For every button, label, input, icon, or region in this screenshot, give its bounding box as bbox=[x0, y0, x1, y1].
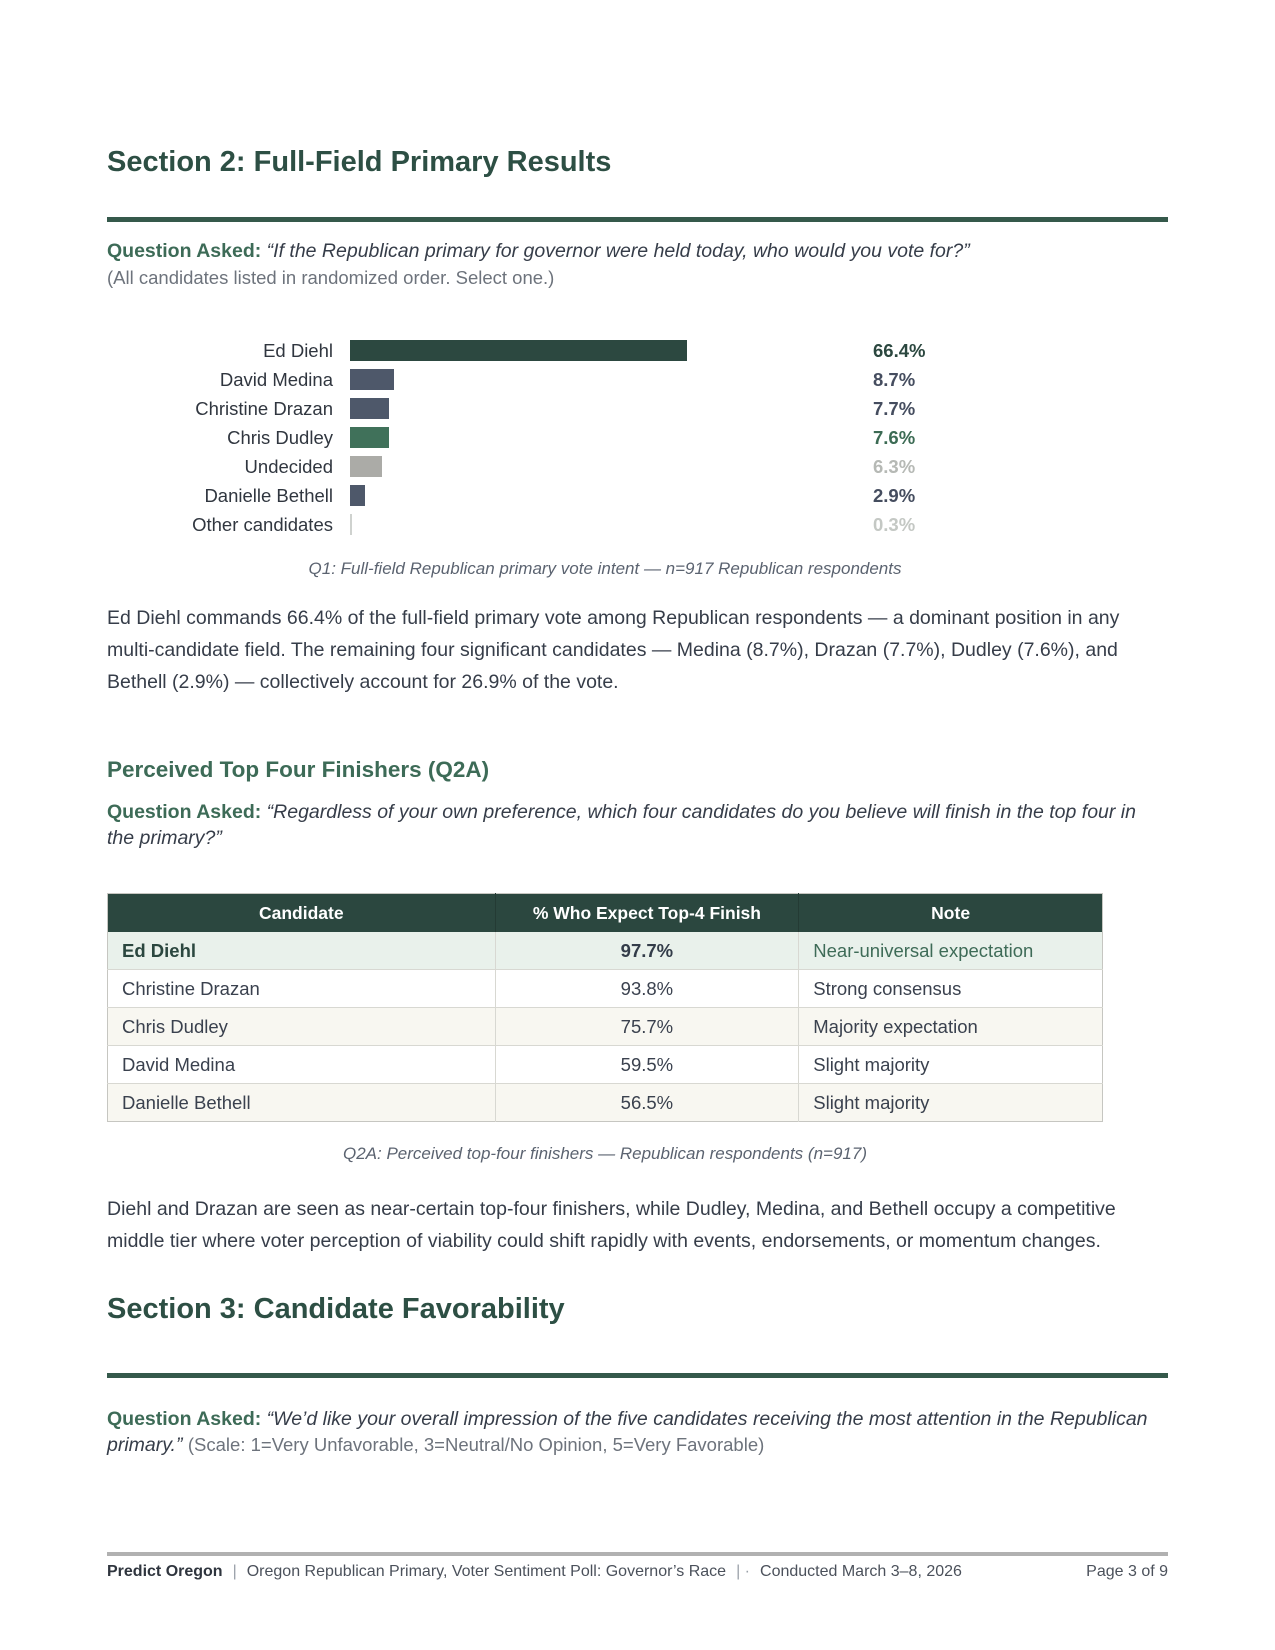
table-cell-pct: 56.5% bbox=[494, 1083, 799, 1122]
footer-brand: Predict Oregon bbox=[107, 1563, 223, 1580]
table-row: Danielle Bethell 56.5% Slight majority bbox=[107, 1083, 1103, 1122]
table-cell-candidate: Danielle Bethell bbox=[107, 1083, 496, 1122]
chart-bar bbox=[350, 485, 365, 507]
chart-bar bbox=[350, 456, 382, 478]
chart-row: Danielle Bethell 2.9% bbox=[107, 481, 1168, 510]
table-cell-pct: 75.7% bbox=[494, 1007, 799, 1046]
chart-bar-track bbox=[350, 485, 873, 507]
chart-category-label: Other candidates bbox=[192, 513, 333, 535]
table-header-candidate: Candidate bbox=[107, 893, 496, 932]
page-content: Section 2: Full-Field Primary Results Qu… bbox=[0, 146, 1275, 1458]
question-1: Question Asked: “If the Republican prima… bbox=[107, 238, 1168, 264]
table-row: Chris Dudley 75.7% Majority expectation bbox=[107, 1007, 1103, 1046]
chart-bar-track bbox=[350, 427, 873, 449]
chart-value-label: 66.4% bbox=[873, 339, 926, 361]
question-2-label: Question Asked: bbox=[107, 801, 262, 824]
table-row: Ed Diehl 97.7% Near-universal expectation bbox=[107, 931, 1103, 970]
section3-heading: Section 3: Candidate Favorability bbox=[107, 1293, 565, 1326]
footer-separator-1: | bbox=[232, 1563, 237, 1580]
question-3-scale-note: (Scale: 1=Very Unfavorable, 3=Neutral/No… bbox=[187, 1433, 765, 1455]
table-header-note: Note bbox=[798, 893, 1103, 932]
table-cell-note: Slight majority bbox=[798, 1083, 1103, 1122]
question-3-label: Question Asked: bbox=[107, 1407, 262, 1430]
chart-category-label: Chris Dudley bbox=[227, 426, 333, 448]
table-cell-candidate: David Medina bbox=[107, 1045, 496, 1084]
question-2: Question Asked: “Regardless of your own … bbox=[107, 799, 1168, 851]
question-3-text: “We’d like your overall impression of th… bbox=[107, 1407, 1148, 1456]
chart-bar bbox=[350, 369, 394, 391]
chart-category-label: David Medina bbox=[219, 368, 333, 390]
footer-divider bbox=[107, 1552, 1168, 1556]
table-header-row: Candidate % Who Expect Top-4 Finish Note bbox=[107, 893, 1103, 932]
table-cell-note: Majority expectation bbox=[798, 1007, 1103, 1046]
chart-row: David Medina 8.7% bbox=[107, 365, 1168, 394]
chart-bar bbox=[350, 427, 389, 449]
section2-heading: Section 2: Full-Field Primary Results bbox=[107, 146, 612, 178]
chart-bar bbox=[350, 340, 687, 362]
chart-row: Undecided 6.3% bbox=[107, 452, 1168, 481]
table-row: Christine Drazan 93.8% Strong consensus bbox=[107, 969, 1103, 1008]
footer-page-number: Page 3 of 9 bbox=[1086, 1563, 1168, 1580]
chart-bar-track bbox=[350, 340, 873, 362]
table-cell-note: Strong consensus bbox=[798, 969, 1103, 1008]
footer-conducted-dates: Conducted March 3–8, 2026 bbox=[760, 1563, 962, 1580]
chart-bar-track bbox=[350, 398, 873, 420]
chart-category-label: Ed Diehl bbox=[263, 339, 333, 361]
chart-bar bbox=[350, 514, 352, 536]
chart-value-label: 0.3% bbox=[873, 513, 916, 535]
chart-value-label: 8.7% bbox=[873, 368, 916, 390]
analysis-paragraph-q2a: Diehl and Drazan are seen as near-certai… bbox=[107, 1198, 1116, 1253]
chart-value-label: 7.6% bbox=[873, 426, 916, 448]
footer-separator-2: | · bbox=[736, 1563, 751, 1580]
table-header-pct: % Who Expect Top-4 Finish bbox=[494, 893, 799, 932]
table-row: David Medina 59.5% Slight majority bbox=[107, 1045, 1103, 1084]
chart-row: Other candidates 0.3% bbox=[107, 510, 1168, 539]
table-cell-pct: 93.8% bbox=[494, 969, 799, 1008]
chart-bar-track bbox=[350, 514, 873, 536]
section2-divider bbox=[107, 217, 1168, 223]
table-caption: Q2A: Perceived top-four finishers — Repu… bbox=[343, 1144, 867, 1164]
table-cell-note: Near-universal expectation bbox=[798, 931, 1103, 970]
table-cell-candidate: Chris Dudley bbox=[107, 1007, 496, 1046]
section3-divider bbox=[107, 1372, 1168, 1378]
chart-caption: Q1: Full-field Republican primary vote i… bbox=[308, 559, 902, 579]
question-1-text: “If the Republican primary for governor … bbox=[266, 240, 970, 263]
chart-value-label: 2.9% bbox=[873, 484, 916, 506]
primary-results-bar-chart: Ed Diehl 66.4% David Medina 8.7% Christine D… bbox=[107, 336, 1168, 539]
page-footer: Predict Oregon | Oregon Republican Prima… bbox=[107, 1552, 1168, 1581]
analysis-paragraph-q1: Ed Diehl commands 66.4% of the full-fiel… bbox=[107, 607, 1120, 694]
chart-value-label: 7.7% bbox=[873, 397, 916, 419]
chart-bar bbox=[350, 398, 389, 420]
table-cell-pct: 59.5% bbox=[494, 1045, 799, 1084]
chart-bar-track bbox=[350, 369, 873, 391]
chart-row: Christine Drazan 7.7% bbox=[107, 394, 1168, 423]
table-cell-candidate: Christine Drazan bbox=[107, 969, 496, 1008]
chart-value-label: 6.3% bbox=[873, 455, 916, 477]
subsection-q2a-heading: Perceived Top Four Finishers (Q2A) bbox=[107, 757, 490, 783]
top4-expectation-table: Candidate % Who Expect Top-4 Finish Note… bbox=[107, 893, 1103, 1123]
footer-text-line: Predict Oregon | Oregon Republican Prima… bbox=[107, 1563, 1168, 1581]
table-cell-note: Slight majority bbox=[798, 1045, 1103, 1084]
table-cell-candidate: Ed Diehl bbox=[107, 931, 496, 970]
question-1-label: Question Asked: bbox=[107, 240, 262, 263]
question-1-note: (All candidates listed in randomized ord… bbox=[107, 267, 555, 289]
question-3: Question Asked: “We’d like your overall … bbox=[107, 1406, 1168, 1458]
chart-category-label: Danielle Bethell bbox=[204, 484, 333, 506]
chart-row: Chris Dudley 7.6% bbox=[107, 423, 1168, 452]
footer-report-title: Oregon Republican Primary, Voter Sentime… bbox=[246, 1563, 727, 1580]
chart-category-label: Undecided bbox=[244, 455, 333, 477]
chart-category-label: Christine Drazan bbox=[195, 397, 333, 419]
table-cell-pct: 97.7% bbox=[494, 931, 799, 970]
chart-row: Ed Diehl 66.4% bbox=[107, 336, 1168, 365]
chart-bar-track bbox=[350, 456, 873, 478]
question-2-text: “Regardless of your own preference, whic… bbox=[107, 801, 1136, 850]
